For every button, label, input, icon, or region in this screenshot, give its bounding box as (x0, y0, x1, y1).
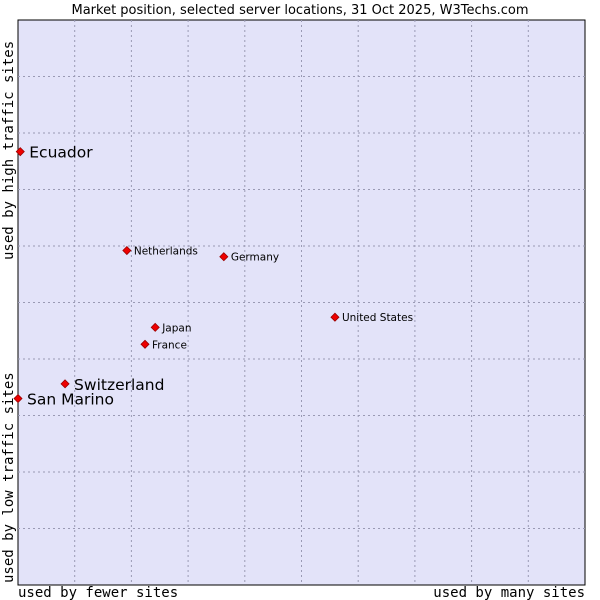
point-label: Switzerland (74, 376, 164, 394)
point-marker (13, 393, 23, 404)
point-marker (150, 322, 160, 332)
point-label: Netherlands (134, 246, 198, 258)
point-label: Ecuador (29, 144, 93, 162)
point-germany: Germany (219, 252, 279, 264)
point-label: Germany (231, 252, 279, 264)
point-ecuador: Ecuador (15, 144, 93, 162)
point-label: San Marino (27, 391, 114, 409)
point-japan: Japan (150, 322, 192, 334)
chart-title: Market position, selected server locatio… (71, 3, 528, 18)
y-label-bottom: used by low traffic sites (1, 372, 17, 583)
point-label: Japan (161, 322, 191, 334)
y-label-top: used by high traffic sites (1, 41, 17, 260)
point-france: France (140, 339, 187, 351)
point-label: United States (342, 312, 413, 324)
point-marker (140, 339, 150, 349)
point-marker (60, 379, 70, 389)
point-san-marino: San Marino (13, 391, 114, 409)
point-label: France (152, 339, 187, 351)
point-marker (15, 147, 25, 157)
point-marker (219, 252, 229, 262)
point-switzerland: Switzerland (60, 376, 164, 394)
point-marker (330, 312, 340, 322)
point-united-states: United States (330, 312, 413, 324)
gridlines (18, 20, 585, 585)
x-label-right: used by many sites (433, 585, 585, 600)
data-points: Ecuador Netherlands Germany United States Ja… (13, 144, 413, 409)
point-marker (122, 245, 132, 256)
x-label-left: used by fewer sites (18, 585, 178, 600)
point-netherlands: Netherlands (122, 245, 198, 258)
